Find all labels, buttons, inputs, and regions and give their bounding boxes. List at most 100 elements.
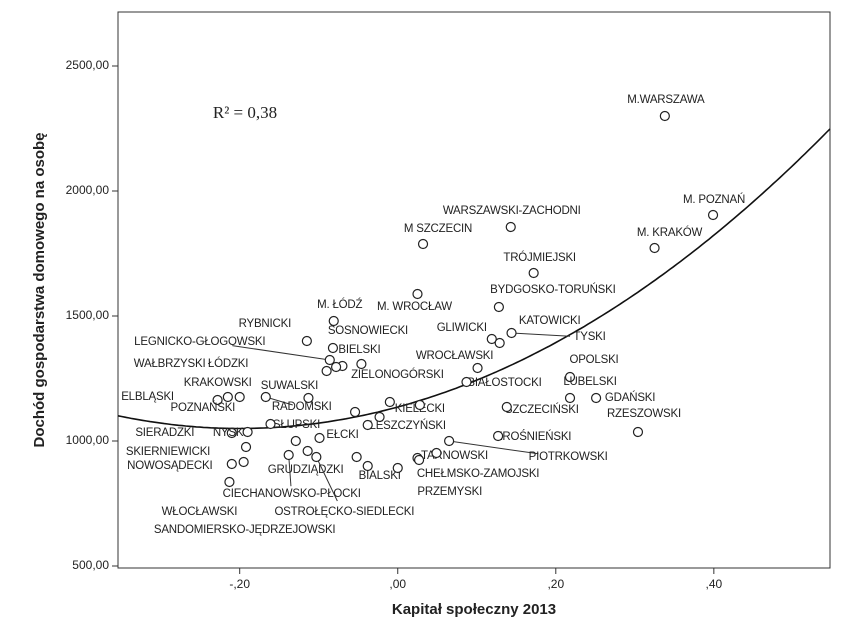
point-label: RADOMSKI [272, 401, 332, 413]
point-label: CIECHANOWSKO-PŁOCKI [223, 488, 361, 500]
x-tick-label: ,20 [547, 577, 564, 591]
point-label: KRAKOWSKI [184, 377, 252, 389]
point-label: POZNAŃSKI [171, 401, 236, 414]
y-tick-label: 1000,00 [66, 433, 110, 447]
leader-line [511, 332, 571, 337]
point [222, 391, 233, 403]
point [265, 418, 276, 430]
point-label: SKIERNIEWICKI [126, 446, 210, 458]
leader-line [315, 456, 338, 502]
point-label: SIERADZKI [135, 427, 194, 439]
point [327, 342, 339, 354]
point-label: GRUDZIĄDZKI [268, 464, 344, 476]
point-label: NOWOSĄDECKI [127, 460, 212, 472]
point-label: LESZCZYŃSKI [370, 419, 446, 432]
point [707, 209, 719, 221]
point [260, 391, 271, 403]
point [301, 335, 312, 347]
y-tick-label: 1500,00 [66, 308, 110, 322]
point [493, 301, 504, 313]
point [528, 267, 539, 279]
point [226, 458, 237, 470]
point [283, 449, 294, 461]
point-label: SŁUPSKI [273, 419, 320, 431]
point [311, 451, 322, 463]
point [501, 401, 512, 413]
point [314, 432, 325, 444]
point-label: CHEŁMSKO-ZAMOJSKI [417, 468, 539, 480]
y-tick-label: 2500,00 [66, 58, 110, 72]
point-label: GLIWICKI [437, 322, 487, 334]
point [392, 462, 403, 474]
point-label: LUBELSKI [563, 376, 616, 388]
point-label: M. KRAKÓW [637, 226, 703, 239]
point [240, 441, 252, 453]
point-label: M. WROCŁAW [377, 301, 452, 313]
point [384, 396, 395, 408]
point [494, 337, 505, 349]
point [224, 476, 235, 488]
point [362, 460, 373, 472]
point [234, 391, 245, 403]
point [414, 399, 425, 411]
x-tick-label: ,40 [705, 577, 722, 591]
point-label: WROCŁAWSKI [416, 350, 493, 362]
point-label: SUWALSKI [261, 380, 318, 392]
point [649, 242, 660, 254]
point-label: KROŚNIEŃSKI [495, 430, 571, 443]
y-tick-label: 500,00 [72, 558, 109, 572]
point [486, 333, 497, 345]
point-label: PRZEMYSKI [417, 486, 482, 498]
point [212, 394, 223, 406]
point [356, 358, 367, 370]
point-label: KATOWICKI [519, 315, 581, 327]
x-axis-title: Kapitał społeczny 2013 [392, 601, 556, 618]
point-label: M. POZNAŃ [683, 193, 745, 206]
y-tick-label: 2000,00 [66, 183, 110, 197]
point-label: RZESZOWSKI [607, 408, 681, 420]
point-label: TARNOWSKI [421, 450, 488, 462]
point [659, 110, 670, 122]
point [632, 426, 644, 438]
point [349, 406, 361, 418]
point [374, 411, 385, 423]
point [493, 430, 504, 442]
leader-line [232, 345, 330, 361]
point [226, 427, 237, 439]
point-label: M SZCZECIN [404, 223, 472, 235]
point [321, 365, 332, 377]
point-label: RYBNICKI [239, 318, 292, 330]
point-label: NYSKI [213, 427, 247, 439]
x-tick-label: -,20 [229, 577, 250, 591]
point-label: GDAŃSKI [605, 391, 655, 404]
point [290, 435, 301, 447]
point [506, 327, 517, 339]
point-label: PIOTRKOWSKI [529, 451, 608, 463]
r-squared-annotation: R² = 0,38 [213, 103, 277, 122]
leader-line [449, 440, 539, 455]
point [413, 454, 425, 466]
point [417, 238, 429, 250]
point-label: BIAŁOSTOCKI [467, 377, 541, 389]
point [324, 354, 335, 366]
point [472, 362, 483, 374]
point [505, 221, 516, 233]
point-label: OPOLSKI [569, 354, 618, 366]
point [412, 288, 423, 300]
point [444, 435, 455, 447]
point-label: WAŁBRZYSKI [134, 358, 206, 370]
point [431, 447, 442, 459]
plot-frame [117, 11, 831, 569]
point-label: LEGNICKO-GŁOGOWSKI [134, 336, 265, 348]
point [590, 392, 602, 404]
point [238, 456, 249, 468]
point-label: M.WARSZAWA [627, 94, 705, 106]
point [564, 371, 576, 383]
point-label: SANDOMIERSKO-JĘDRZEJOWSKI [154, 524, 336, 536]
point [328, 315, 339, 327]
x-tick-label: ,00 [389, 577, 406, 591]
point [303, 392, 314, 404]
point-label: SZCZECIŃSKI [505, 403, 579, 416]
